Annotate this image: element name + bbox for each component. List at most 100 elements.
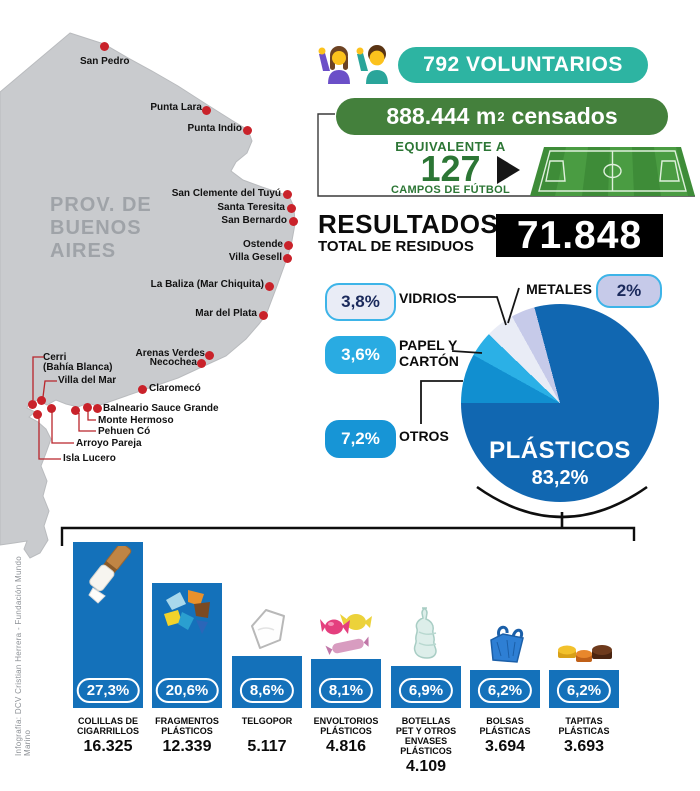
map-location-label: Arroyo Pareja bbox=[76, 439, 142, 449]
arrow-right-icon bbox=[497, 156, 520, 184]
bar-category-label-line: PLÁSTICOS bbox=[320, 726, 372, 736]
map-location-label: Arenas Verdes bbox=[136, 349, 206, 359]
map-location-label: Cerri (Bahía Blanca) bbox=[43, 353, 112, 373]
pet-bottle-icon bbox=[407, 606, 447, 660]
bar-category-label-line: CIGARRILLOS bbox=[77, 726, 139, 736]
pie-callout-label: METALES bbox=[526, 281, 592, 297]
area-value: 888.444 m bbox=[386, 103, 497, 129]
pie-callout-label-line: VIDRIOS bbox=[399, 290, 457, 306]
pie-callout-percent-pill: 7,2% bbox=[325, 420, 396, 458]
map-location-label-line: Villa Gesell bbox=[228, 252, 282, 263]
pie-callout-label-line: OTROS bbox=[399, 428, 449, 444]
styrofoam-icon bbox=[244, 606, 290, 654]
bar-category-label-line: ENVOLTORIOS bbox=[313, 716, 379, 726]
bar-category-label: ENVOLTORIOS PLÁSTICOS bbox=[301, 716, 391, 736]
map-location-label-line: Arenas Verdes bbox=[135, 348, 206, 359]
plastic-fragments-icon bbox=[160, 586, 215, 638]
pie-main-slice-percent: 83,2% bbox=[531, 467, 589, 489]
bar-category-label: TAPITAS PLÁSTICAS bbox=[539, 716, 629, 736]
wrappers-icon bbox=[320, 610, 372, 656]
bar-styrofoam: 8,6% bbox=[232, 656, 302, 708]
map-location-label: La Baliza (Mar Chiquita) bbox=[151, 280, 264, 290]
bar-category-label-line: TELGOPOR bbox=[241, 716, 293, 726]
bar-wrappers: 8,1% bbox=[311, 659, 381, 708]
map-location-label: Ostende bbox=[243, 240, 283, 250]
man-raising-hand-icon bbox=[356, 44, 392, 84]
pie-callout-percent-pill: 2% bbox=[596, 274, 662, 308]
bar-category-label-line: PLÁSTICOS bbox=[400, 746, 452, 756]
map-location-dot bbox=[27, 399, 37, 409]
soccer-field-icon bbox=[530, 147, 695, 196]
pie-callout-label: PAPEL Y CARTÓN bbox=[399, 337, 459, 369]
bar-value-label: 4.816 bbox=[325, 738, 367, 755]
map-location-dot bbox=[283, 240, 293, 250]
map-location-dot bbox=[282, 253, 292, 263]
map-location-label-line: Mar del Plata bbox=[195, 308, 257, 319]
pie-callout-label-line: PAPEL Y bbox=[399, 337, 458, 353]
bar-category-label-line: BOLSAS bbox=[486, 716, 524, 726]
map-location-label-line: Pehuen Có bbox=[98, 426, 151, 437]
bar-category-label: BOTELLAS PET Y OTROS ENVASES PLÁSTICOS bbox=[381, 716, 471, 756]
plastic-bag-icon bbox=[483, 624, 529, 666]
map-location-dot bbox=[242, 125, 252, 135]
map-location-dot bbox=[258, 310, 268, 320]
bar-value-label: 3.694 bbox=[484, 738, 526, 755]
pie-callout-label-line: METALES bbox=[526, 281, 592, 297]
map-location-label: Punta Indio bbox=[188, 124, 242, 134]
province-label: PROV. DE BUENOS AIRES bbox=[50, 194, 152, 263]
bar-value-label: 16.325 bbox=[83, 738, 133, 755]
bar-category-label-line: BOTELLAS bbox=[401, 716, 451, 726]
province-silhouette bbox=[0, 32, 296, 559]
bar-category-label-line: FRAGMENTOS bbox=[155, 716, 219, 726]
map-location-dot bbox=[264, 281, 274, 291]
bar-category-label: BOLSAS PLÁSTICAS bbox=[460, 716, 550, 736]
area-superscript: 2 bbox=[497, 109, 505, 124]
bar-category-label: TELGOPOR bbox=[222, 716, 312, 726]
map-location-label-line: San Bernardo bbox=[221, 215, 287, 226]
bar-percent-badge: 27,3% bbox=[76, 678, 140, 703]
province-label-line: BUENOS bbox=[50, 217, 142, 239]
cigarette-butt-icon bbox=[81, 546, 135, 606]
bar-value-label: 5.117 bbox=[247, 738, 287, 755]
bar-category-label-line: TAPITAS bbox=[565, 716, 603, 726]
bar-bottle-caps: 6,2% bbox=[549, 670, 619, 708]
map-location-label: Villa Gesell bbox=[229, 253, 282, 263]
woman-raising-hand-icon bbox=[318, 44, 354, 84]
map-location-label: Necochea bbox=[150, 358, 197, 368]
bar-value-label: 3.693 bbox=[563, 738, 605, 755]
map-buenos-aires: PROV. DE BUENOS AIRES San Pedro Punta Lar… bbox=[0, 0, 320, 568]
map-location-label: Balneario Sauce Grande bbox=[103, 404, 219, 414]
map-location-dot bbox=[82, 402, 92, 412]
map-location-dot bbox=[70, 405, 80, 415]
bar-percent-badge: 8,6% bbox=[239, 678, 295, 703]
map-location-label-line: Santa Teresita bbox=[217, 202, 285, 213]
map-location-label: San Clemente del Tuyú bbox=[172, 189, 281, 199]
map-location-label: Pehuen Có bbox=[98, 427, 150, 437]
map-location-label: Monte Hermoso bbox=[98, 416, 174, 426]
bar-category-label: FRAGMENTOS PLÁSTICOS bbox=[142, 716, 232, 736]
results-subtitle: TOTAL DE RESIDUOS bbox=[318, 238, 474, 255]
bar-percent-badge: 8,1% bbox=[318, 678, 374, 703]
map-location-dot bbox=[204, 350, 214, 360]
bottle-caps-icon bbox=[556, 642, 612, 666]
map-location-dot bbox=[201, 105, 211, 115]
province-label-line: PROV. DE bbox=[50, 194, 152, 216]
bar-plastic-fragments: 20,6% bbox=[152, 583, 222, 708]
bar-percent-badge: 6,9% bbox=[398, 678, 454, 703]
bar-category-label-line: ENVASES bbox=[404, 736, 448, 746]
map-location-dot bbox=[92, 403, 102, 413]
pie-callout-label: VIDRIOS bbox=[399, 290, 457, 306]
results-title: RESULTADOS bbox=[318, 209, 499, 239]
map-location-dot bbox=[282, 189, 292, 199]
bar-category-label-line: PLÁSTICAS bbox=[479, 726, 531, 736]
map-location-label: Santa Teresita bbox=[217, 203, 285, 213]
map-location-label: Isla Lucero bbox=[63, 454, 116, 464]
bar-percent-badge: 6,2% bbox=[477, 678, 533, 703]
pie-callout-label-line: CARTÓN bbox=[399, 353, 459, 369]
bar-percent-badge: 20,6% bbox=[155, 678, 219, 703]
map-location-label-line: Arroyo Pareja bbox=[76, 438, 142, 449]
map-location-label-line: Punta Lara bbox=[150, 102, 202, 113]
pie-callout-label: OTROS bbox=[399, 428, 449, 444]
map-location-label-line: Cerri bbox=[43, 352, 67, 363]
